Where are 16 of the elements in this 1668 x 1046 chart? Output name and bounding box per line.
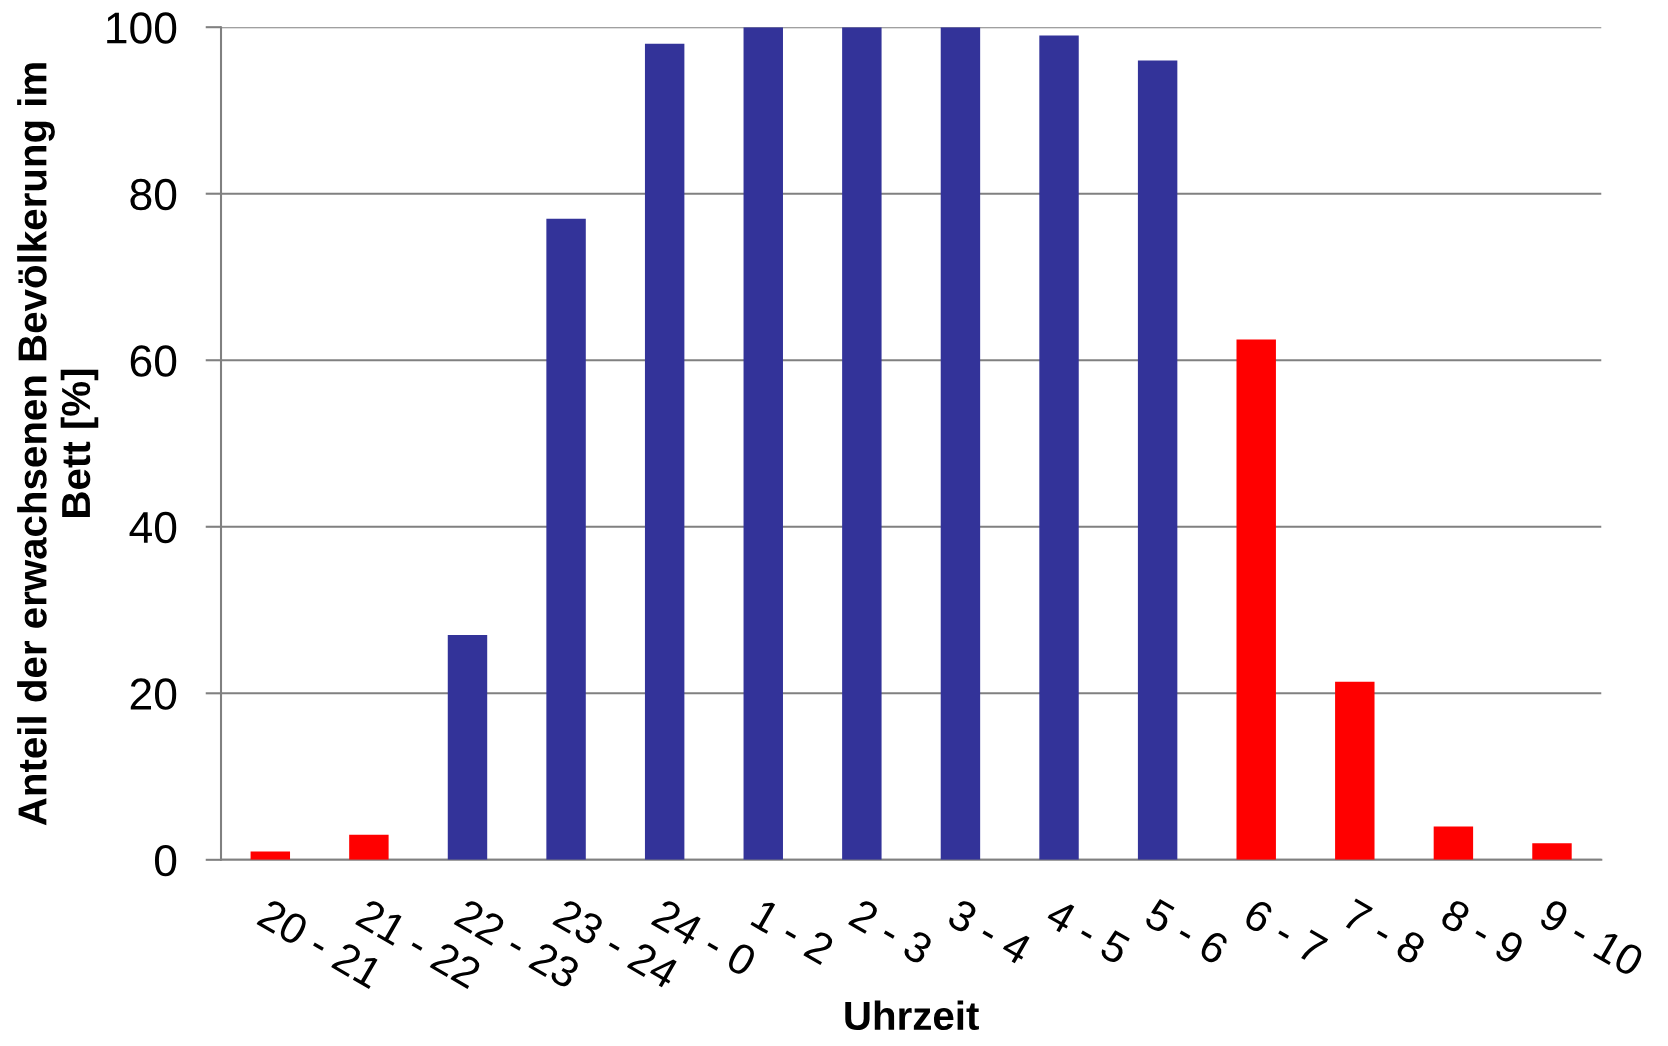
- x-tick-label: 8 - 9: [1439, 897, 1526, 966]
- x-tick-label: 9 - 10: [1537, 897, 1646, 978]
- x-tick-label: 7 - 8: [1340, 898, 1428, 966]
- x-tick-label: 5 - 6: [1143, 897, 1231, 966]
- y-tick-label: 40: [129, 511, 177, 544]
- x-axis-title: Uhrzeit: [845, 1000, 979, 1031]
- y-tick-label: 20: [130, 678, 177, 710]
- x-tick-label: 4 - 5: [1044, 897, 1132, 966]
- x-tick-label: 2 - 3: [847, 897, 935, 966]
- x-tick-label: 6 - 7: [1242, 898, 1329, 966]
- y-axis-title: Anteil der erwachsenen Bevölkerung im Bett [%]: [17, 63, 99, 826]
- x-tick-label: 3 - 4: [946, 897, 1034, 966]
- y-tick-label: 100: [107, 12, 177, 44]
- y-tick-label: 0: [154, 844, 177, 877]
- y-tick-label: 60: [130, 345, 177, 377]
- y-tick-label: 80: [130, 178, 177, 211]
